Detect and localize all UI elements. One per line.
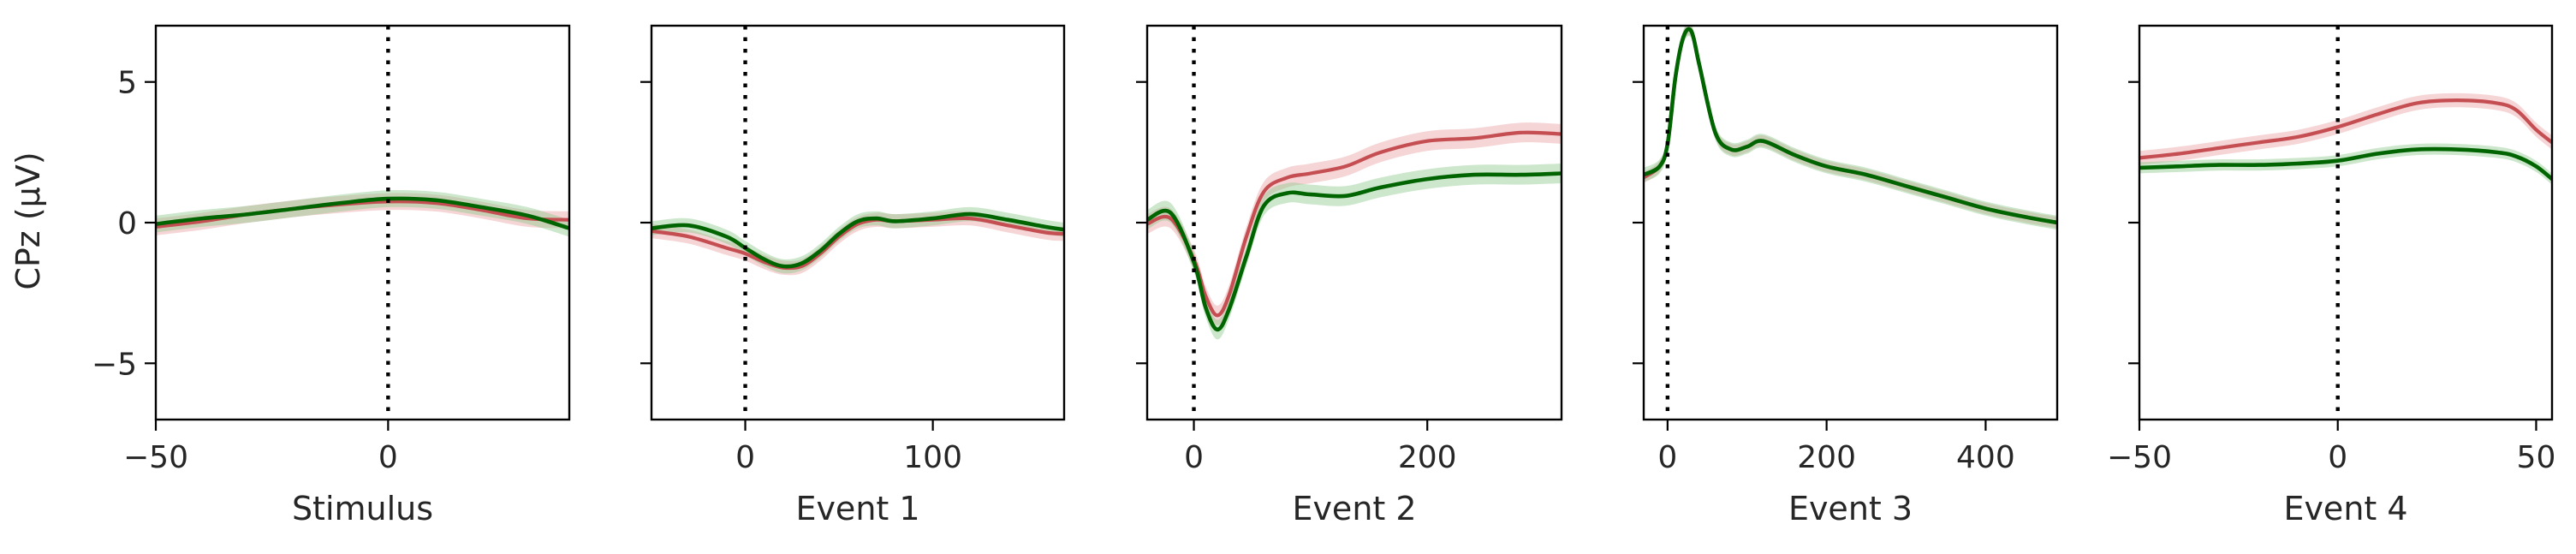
x-tick-label: 200 bbox=[1797, 440, 1856, 475]
x-tick-label: 0 bbox=[1184, 440, 1204, 475]
x-axis-label: Stimulus bbox=[292, 490, 433, 527]
plot-area bbox=[2139, 92, 2552, 185]
x-tick-label: −50 bbox=[2107, 440, 2172, 475]
plot-area bbox=[1147, 122, 1562, 340]
axes-frame bbox=[1642, 24, 2059, 421]
x-tick-label: 0 bbox=[1657, 440, 1677, 475]
plot-area bbox=[651, 206, 1064, 276]
x-tick-label: 200 bbox=[1398, 440, 1457, 475]
y-tick-label: 5 bbox=[117, 66, 137, 101]
x-tick-label: −50 bbox=[123, 440, 188, 475]
series-2-band bbox=[156, 190, 569, 237]
series-2-line bbox=[651, 211, 1064, 269]
series-2-band bbox=[2139, 143, 2552, 185]
series-2-band bbox=[1644, 26, 2057, 230]
panel-3: 0 200 Event 2 bbox=[1136, 24, 1563, 527]
x-axis-label: Event 3 bbox=[1788, 490, 1913, 527]
axes-frame bbox=[1145, 24, 1563, 421]
series-1-band bbox=[2139, 92, 2552, 165]
axes-frame bbox=[2138, 24, 2554, 421]
x-tick-label: 0 bbox=[2328, 440, 2347, 475]
panel-4: 0 200 400 Event 3 bbox=[1633, 24, 2059, 527]
x-tick-label: 0 bbox=[378, 440, 398, 475]
series-2-line bbox=[1147, 171, 1562, 332]
x-axis-label: Event 1 bbox=[795, 490, 919, 527]
y-tick-label: −5 bbox=[92, 347, 137, 382]
series-1-line bbox=[2139, 98, 2552, 160]
series-2-line bbox=[2139, 146, 2552, 182]
series-1-band bbox=[1644, 26, 2057, 229]
x-tick-label: 50 bbox=[2517, 440, 2556, 475]
y-axis-label: CPz (μV) bbox=[9, 152, 47, 289]
x-axis-label: Event 2 bbox=[1292, 490, 1416, 527]
x-tick-label: 0 bbox=[735, 440, 755, 475]
x-tick-label: 100 bbox=[903, 440, 962, 475]
series-2-band bbox=[1147, 164, 1562, 340]
series-1-line bbox=[651, 216, 1064, 271]
panel-5: −50 0 50 Event 4 bbox=[2107, 24, 2556, 527]
plot-area bbox=[156, 190, 569, 237]
panel-2: 0 100 Event 1 bbox=[640, 24, 1066, 527]
x-axis-label: Event 4 bbox=[2283, 490, 2407, 527]
y-tick-label: 0 bbox=[117, 206, 137, 241]
plot-area bbox=[1644, 26, 2057, 230]
series-1-band bbox=[1147, 122, 1562, 325]
series-2-line bbox=[156, 196, 569, 230]
x-tick-label: 400 bbox=[1956, 440, 2015, 475]
series-1-line bbox=[1644, 27, 2057, 225]
series-2-line bbox=[1644, 27, 2057, 225]
